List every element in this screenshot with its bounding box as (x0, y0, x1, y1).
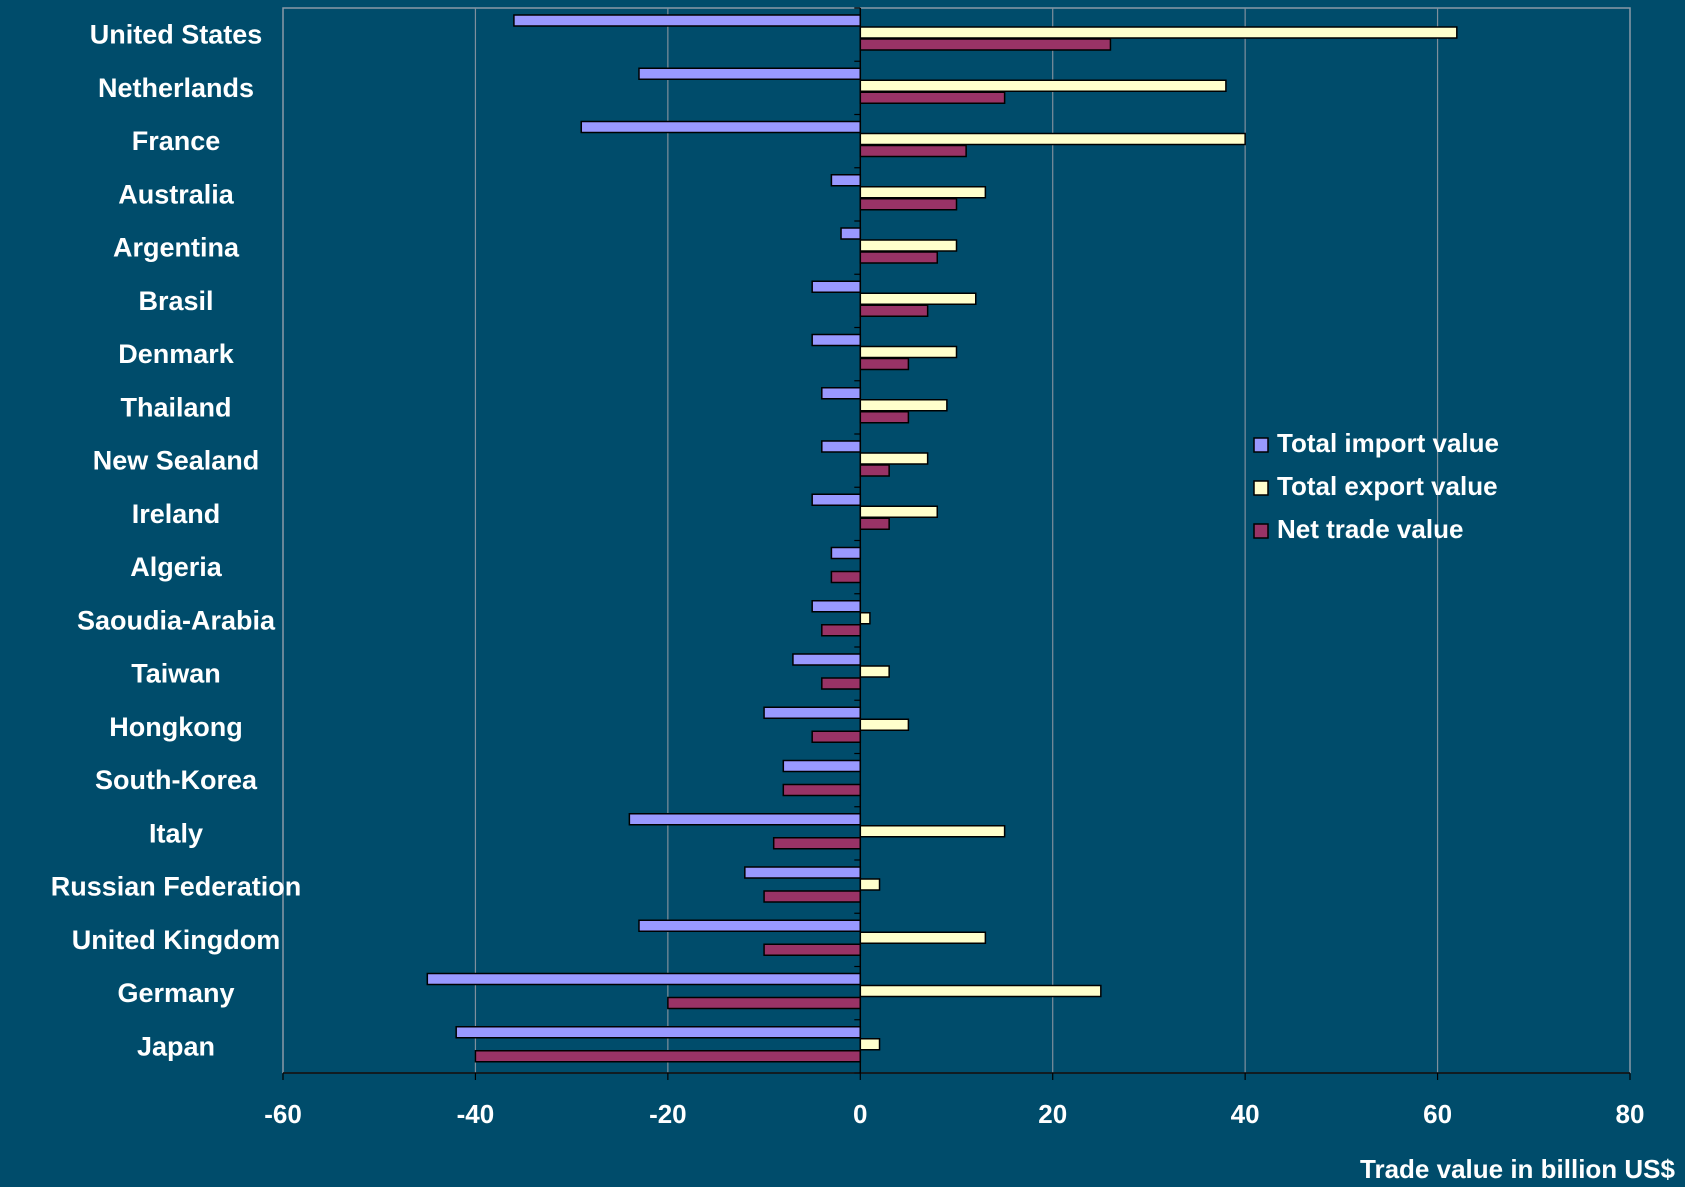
x-tick-label: -40 (457, 1099, 495, 1129)
bar-net-trade-value-thailand (859, 411, 910, 424)
bar-total-import-value-france (580, 120, 862, 134)
bar-net-trade-value-saoudia-arabia (821, 624, 862, 637)
category-label-brasil: Brasil (138, 286, 213, 316)
bar-total-export-value-united-kingdom (859, 931, 987, 944)
bar-total-import-value-brasil (811, 280, 862, 293)
category-label-united-kingdom: United Kingdom (72, 925, 280, 955)
bar-total-export-value-argentina (859, 239, 958, 252)
bar-total-export-value-australia (859, 186, 987, 199)
x-tick-label: 60 (1423, 1099, 1452, 1129)
bar-total-export-value-taiwan (859, 665, 890, 678)
bar-total-import-value-thailand (821, 387, 862, 400)
bar-total-export-value-germany (859, 984, 1102, 998)
legend-swatch-net-trade-value (1253, 523, 1269, 539)
category-label-united-states: United States (90, 20, 263, 50)
bar-net-trade-value-new-sealand (859, 464, 890, 477)
bar-total-export-value-hongkong (859, 718, 910, 731)
x-tick-label: 0 (853, 1099, 867, 1129)
category-label-new-sealand: New Sealand (93, 446, 260, 476)
category-label-japan: Japan (137, 1031, 215, 1061)
bar-net-trade-value-italy (772, 837, 862, 850)
category-label-russian-federation: Russian Federation (51, 872, 302, 902)
category-labels: United States Netherlands France Australia A… (51, 20, 302, 1062)
category-label-germany: Germany (117, 978, 234, 1008)
bar-total-import-value-japan (455, 1026, 862, 1039)
bar-total-import-value-new-sealand (821, 440, 862, 453)
bar-total-import-value-hongkong (763, 706, 862, 719)
bar-net-trade-value-netherlands (859, 91, 1006, 104)
legend-label-total-import-value: Total import value (1277, 428, 1499, 458)
bar-total-export-value-italy (859, 825, 1006, 838)
bar-total-import-value-united-states (513, 14, 862, 27)
legend-swatch-total-export-value (1253, 480, 1269, 496)
x-tick-label: 20 (1038, 1099, 1067, 1129)
bar-total-export-value-france (859, 132, 1246, 146)
bar-net-trade-value-russian-federation (763, 890, 862, 903)
bar-total-import-value-australia (830, 174, 862, 187)
bar-total-import-value-saoudia-arabia (811, 600, 862, 613)
bar-net-trade-value-united-kingdom (763, 943, 862, 956)
category-label-denmark: Denmark (118, 339, 235, 369)
bar-total-export-value-netherlands (859, 79, 1227, 92)
bar-total-export-value-saoudia-arabia (859, 612, 871, 625)
legend: Total import value Total export value Net … (1253, 428, 1499, 544)
bar-total-export-value-denmark (859, 345, 958, 359)
bar-total-import-value-netherlands (638, 67, 862, 80)
bar-total-import-value-russian-federation (744, 866, 862, 879)
category-label-netherlands: Netherlands (98, 73, 254, 103)
bar-total-import-value-united-kingdom (638, 919, 862, 932)
bar-net-trade-value-algeria (830, 570, 862, 584)
bar-total-export-value-russian-federation (859, 878, 881, 891)
bar-total-export-value-new-sealand (859, 452, 929, 465)
legend-label-total-export-value: Total export value (1277, 471, 1498, 501)
bar-total-export-value-thailand (859, 399, 948, 412)
category-label-australia: Australia (118, 179, 235, 209)
x-tick-label: 80 (1616, 1099, 1645, 1129)
bar-net-trade-value-ireland (859, 517, 890, 530)
category-label-italy: Italy (149, 818, 203, 848)
category-label-argentina: Argentina (113, 233, 240, 263)
bar-total-import-value-germany (426, 972, 862, 986)
legend-label-net-trade-value: Net trade value (1277, 514, 1463, 544)
bar-net-trade-value-argentina (859, 251, 939, 264)
bar-total-export-value-brasil (859, 292, 977, 305)
bar-net-trade-value-australia (859, 198, 958, 211)
bar-net-trade-value-japan (474, 1050, 862, 1063)
x-tick-label: -20 (649, 1099, 687, 1129)
category-label-algeria: Algeria (130, 552, 223, 582)
category-label-saoudia-arabia: Saoudia-Arabia (77, 605, 276, 635)
bar-net-trade-value-taiwan (821, 677, 862, 690)
x-axis-title: Trade value in billion US$ (1360, 1154, 1676, 1182)
bar-total-export-value-ireland (859, 505, 939, 518)
bar-net-trade-value-hongkong (811, 730, 862, 743)
bar-total-import-value-italy (628, 813, 862, 826)
bar-total-import-value-taiwan (792, 653, 862, 666)
bar-total-import-value-algeria (830, 546, 862, 560)
category-label-ireland: Ireland (132, 499, 221, 529)
category-label-south-korea: South-Korea (95, 765, 258, 795)
axes: -60 -40 -20 0 20 40 60 80 (264, 7, 1645, 1129)
bar-total-import-value-ireland (811, 493, 862, 506)
bar-total-import-value-south-korea (782, 759, 862, 773)
bar-net-trade-value-south-korea (782, 783, 862, 797)
legend-swatch-total-import-value (1253, 437, 1269, 453)
category-label-hongkong: Hongkong (109, 712, 242, 742)
bar-total-export-value-japan (859, 1038, 881, 1051)
bar-total-import-value-denmark (811, 333, 862, 347)
category-label-taiwan: Taiwan (131, 659, 221, 689)
x-tick-label: 40 (1231, 1099, 1260, 1129)
bar-net-trade-value-france (859, 144, 967, 158)
bar-net-trade-value-germany (667, 996, 862, 1010)
x-tick-label: -60 (264, 1099, 302, 1129)
bar-net-trade-value-brasil (859, 304, 929, 317)
bar-net-trade-value-denmark (859, 357, 910, 371)
category-label-france: France (132, 126, 221, 156)
category-label-thailand: Thailand (120, 392, 231, 422)
bar-total-import-value-argentina (840, 227, 862, 240)
bar-total-export-value-united-states (859, 26, 1458, 39)
bar-net-trade-value-united-states (859, 38, 1112, 51)
